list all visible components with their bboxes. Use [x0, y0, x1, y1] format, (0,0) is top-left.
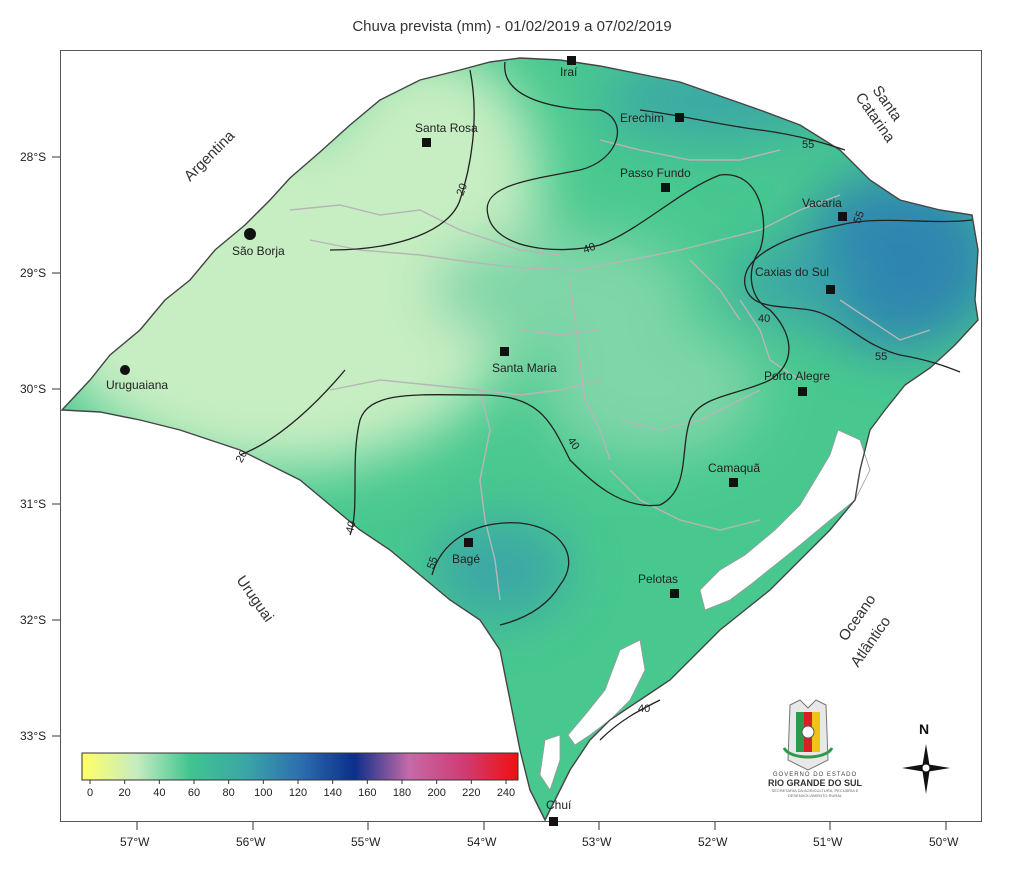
- contour-label: 55: [875, 351, 887, 363]
- contour-label: 40: [582, 241, 598, 256]
- colorbar-tick-label: 200: [427, 787, 445, 799]
- lon-tick-label: 51°W: [813, 835, 843, 849]
- city-pelotas[interactable]: Pelotas: [638, 572, 679, 598]
- lon-axis: 57°W 56°W 55°W 54°W 53°W 52°W 51°W 50°W: [120, 822, 959, 849]
- lat-tick-label: 31°S: [20, 497, 46, 511]
- svg-text:Bagé: Bagé: [452, 552, 480, 566]
- city-santa-maria[interactable]: Santa Maria: [492, 347, 557, 375]
- contour-labels: 20 20 40 40 40 40 40 55 55 55 55: [234, 139, 888, 715]
- svg-text:Santa Maria: Santa Maria: [492, 361, 557, 375]
- city-erechim[interactable]: Erechim: [620, 111, 684, 125]
- north-arrow: N: [902, 721, 950, 794]
- contour-label: 20: [234, 448, 251, 465]
- svg-text:Iraí: Iraí: [560, 65, 578, 79]
- lon-tick-label: 56°W: [236, 835, 266, 849]
- map-frame: [60, 50, 982, 822]
- lat-tick-label: 28°S: [20, 150, 46, 164]
- svg-text:Caxias do Sul: Caxias do Sul: [755, 265, 829, 279]
- lon-tick-label: 55°W: [351, 835, 381, 849]
- colorbar-tick-label: 120: [289, 787, 307, 799]
- city-caxias-do-sul[interactable]: Caxias do Sul: [755, 265, 835, 294]
- svg-text:Passo Fundo: Passo Fundo: [620, 166, 691, 180]
- contour-label: 40: [344, 520, 359, 535]
- lon-tick-label: 53°W: [582, 835, 612, 849]
- colorbar: 0 20 40 60 80 100 120 140 160 180 200 220 240: [81, 752, 519, 799]
- colorbar-tick-label: 180: [393, 787, 411, 799]
- city-passo-fundo[interactable]: Passo Fundo: [620, 166, 691, 192]
- contour-label: 40: [638, 703, 650, 715]
- city-bage[interactable]: Bagé: [452, 538, 480, 566]
- lon-tick-label: 52°W: [698, 835, 728, 849]
- lat-tick-label: 29°S: [20, 266, 46, 280]
- svg-text:São Borja: São Borja: [232, 244, 285, 258]
- government-logo: GOVERNO DO ESTADO RIO GRANDE DO SUL SECR…: [760, 772, 870, 798]
- svg-text:Vacaria: Vacaria: [802, 196, 842, 210]
- city-porto-alegre[interactable]: Porto Alegre: [764, 369, 830, 396]
- contour-label: 20: [455, 182, 470, 198]
- coat-of-arms-icon: [782, 699, 834, 771]
- logo-line-2: RIO GRANDE DO SUL: [767, 778, 862, 788]
- cities: Iraí Erechim Santa Rosa Passo Fundo Vaca…: [106, 56, 847, 826]
- city-sao-borja[interactable]: São Borja: [232, 228, 285, 258]
- lon-tick-label: 54°W: [467, 835, 497, 849]
- colorbar-tick-label: 140: [323, 787, 341, 799]
- logo-line-3: SECRETARIA DA AGRICULTURA, PECUÁRIA E DE…: [771, 788, 859, 798]
- contour-label: 55: [425, 555, 440, 571]
- colorbar-tick-label: 20: [119, 787, 131, 799]
- lon-tick-label: 50°W: [929, 835, 959, 849]
- lat-tick-label: 32°S: [20, 613, 46, 627]
- svg-text:Porto Alegre: Porto Alegre: [764, 369, 830, 383]
- logo-line-1: GOVERNO DO ESTADO: [772, 772, 858, 778]
- colorbar-tick-label: 60: [188, 787, 200, 799]
- lagoons: [539, 429, 871, 791]
- city-vacaria[interactable]: Vacaria: [802, 196, 847, 221]
- contour-label: 55: [852, 209, 867, 225]
- map-title: Chuva prevista (mm) - 01/02/2019 a 07/02…: [352, 18, 672, 35]
- svg-text:Pelotas: Pelotas: [638, 572, 678, 586]
- colorbar-tick-label: 100: [254, 787, 272, 799]
- colorbar-tick-label: 220: [462, 787, 480, 799]
- svg-text:Uruguaiana: Uruguaiana: [106, 378, 168, 392]
- north-label: N: [919, 721, 929, 737]
- lat-tick-label: 33°S: [20, 729, 46, 743]
- svg-text:Santa Rosa: Santa Rosa: [415, 121, 478, 135]
- colorbar-gradient: [81, 752, 519, 781]
- city-chui[interactable]: Chuí: [546, 798, 572, 826]
- label-uruguai: Uruguai: [233, 573, 277, 626]
- region-boundaries: [289, 139, 931, 601]
- colorbar-tick-label: 40: [153, 787, 165, 799]
- city-camaqua[interactable]: Camaquã: [708, 461, 760, 487]
- colorbar-tick-label: 240: [497, 787, 515, 799]
- isohyets: [239, 61, 973, 741]
- colorbar-tick-label: 80: [223, 787, 235, 799]
- city-irai[interactable]: Iraí: [560, 56, 578, 79]
- contour-label: 55: [802, 139, 814, 151]
- lon-tick-label: 57°W: [120, 835, 150, 849]
- svg-text:Camaquã: Camaquã: [708, 461, 760, 475]
- city-uruguaiana[interactable]: Uruguaiana: [106, 365, 168, 392]
- label-argentina: Argentina: [181, 127, 239, 185]
- lat-axis: 28°S 29°S 30°S 31°S 32°S 33°S: [20, 150, 60, 743]
- svg-text:Chuí: Chuí: [546, 798, 572, 812]
- colorbar-tick-label: 160: [358, 787, 376, 799]
- city-santa-rosa[interactable]: Santa Rosa: [415, 121, 478, 147]
- contour-label: 40: [758, 313, 770, 325]
- contour-label: 40: [565, 435, 582, 452]
- colorbar-tick-label: 0: [87, 787, 93, 799]
- lat-tick-label: 30°S: [20, 382, 46, 396]
- svg-text:Erechim: Erechim: [620, 111, 664, 125]
